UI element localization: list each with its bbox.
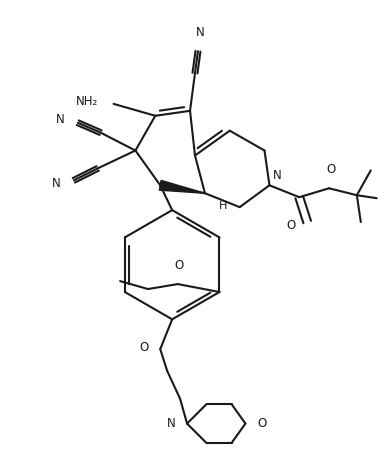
Text: N: N xyxy=(52,177,61,190)
Polygon shape xyxy=(159,180,205,193)
Text: N: N xyxy=(272,169,281,182)
Text: N: N xyxy=(56,113,65,126)
Text: H: H xyxy=(219,201,227,211)
Text: O: O xyxy=(258,417,266,430)
Text: O: O xyxy=(326,163,336,176)
Text: O: O xyxy=(139,341,148,354)
Text: N: N xyxy=(166,417,175,430)
Text: N: N xyxy=(196,27,204,39)
Text: O: O xyxy=(286,220,295,233)
Text: O: O xyxy=(174,259,183,272)
Text: NH₂: NH₂ xyxy=(75,95,98,108)
